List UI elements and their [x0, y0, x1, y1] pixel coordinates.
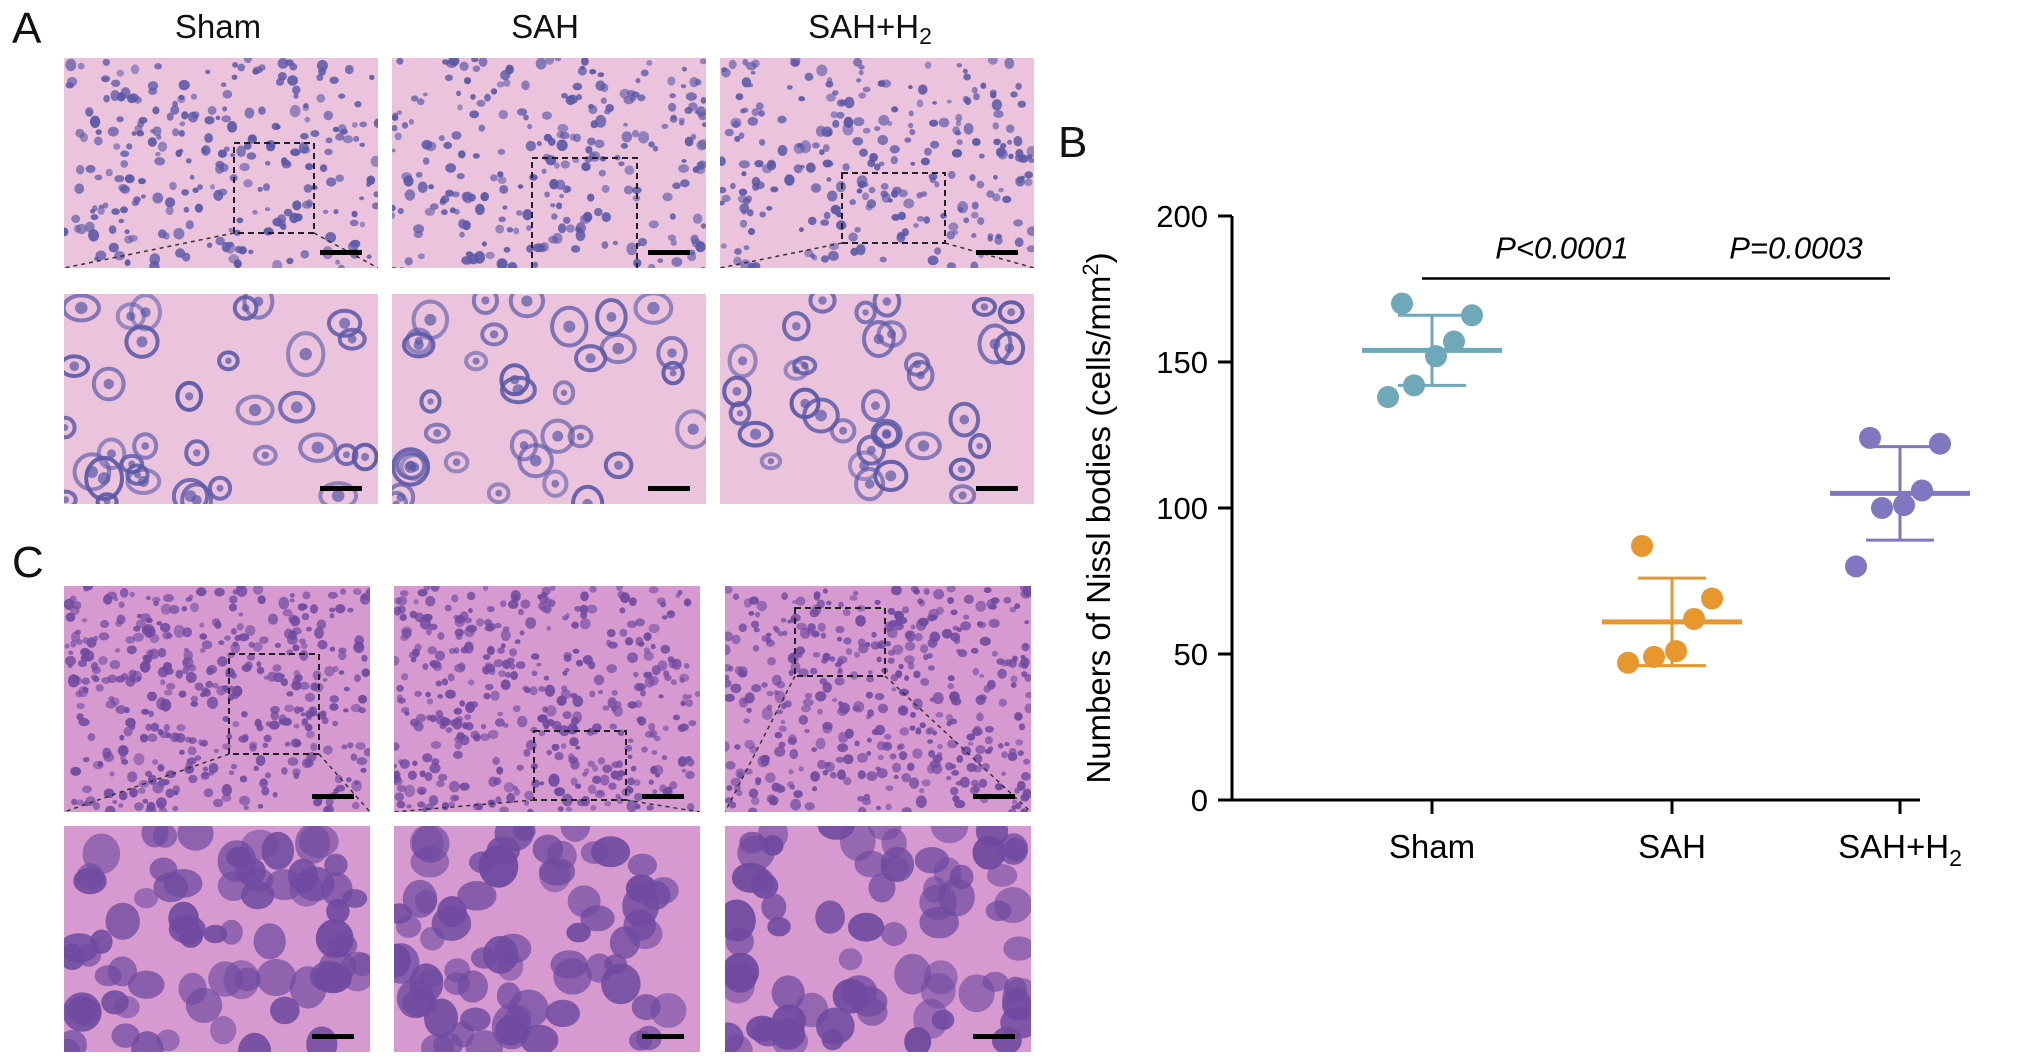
nissl-sham-overview	[64, 58, 378, 268]
data-point	[1701, 587, 1723, 610]
nissl-sah-h2-zoom	[720, 294, 1034, 504]
x-tick-label: Sham	[1389, 828, 1475, 865]
panel-letter-b: B	[1058, 118, 1088, 167]
column-label-sah-h2: SAH+H2	[808, 8, 932, 49]
data-point	[1683, 607, 1705, 630]
y-tick-label: 100	[1156, 491, 1208, 526]
data-point	[1893, 494, 1915, 517]
y-tick-label: 50	[1174, 637, 1208, 672]
data-point	[1665, 640, 1687, 663]
data-point	[1391, 292, 1413, 315]
he-sah-h2-zoom	[725, 826, 1031, 1052]
he-sah-overview	[394, 586, 700, 812]
x-tick-label: SAH	[1638, 828, 1706, 865]
scale-bar	[648, 250, 690, 255]
data-point	[1631, 534, 1653, 557]
he-sah-zoom	[394, 826, 700, 1052]
nissl-count-scatter-chart: 0 50 100 150 200 Numbers of Nissl bodies (cel…	[1078, 199, 1970, 871]
he-sham-zoom	[64, 826, 370, 1052]
p-value-label: P<0.0001	[1495, 231, 1629, 266]
panel-letter-a: A	[12, 4, 42, 53]
nissl-sah-overview	[392, 58, 706, 268]
data-point	[1461, 304, 1483, 327]
data-point	[1929, 432, 1951, 455]
he-sah-h2-overview	[725, 586, 1031, 812]
data-point	[1643, 645, 1665, 668]
column-label-sham: Sham	[174, 8, 262, 45]
scale-bar	[976, 250, 1018, 255]
data-point	[1859, 426, 1881, 449]
data-point	[1911, 479, 1933, 502]
scale-bar	[642, 794, 684, 799]
scale-bar	[320, 250, 362, 255]
scale-bar	[973, 794, 1015, 799]
data-point	[1617, 651, 1639, 674]
scale-bar	[642, 1034, 684, 1039]
y-axis-label: Numbers of Nissl bodies (cells/mm2)	[1078, 252, 1117, 783]
y-tick-label: 200	[1156, 199, 1208, 234]
nissl-sham-zoom	[64, 294, 378, 504]
data-point	[1845, 555, 1867, 578]
data-point	[1443, 330, 1465, 353]
column-label-sah: SAH	[511, 8, 579, 45]
he-sham-overview	[64, 586, 370, 812]
data-point	[1377, 386, 1399, 409]
data-point	[1871, 497, 1893, 519]
scale-bar	[976, 486, 1018, 491]
scale-bar	[320, 486, 362, 491]
nissl-sah-h2-overview	[720, 58, 1034, 268]
scale-bar	[973, 1034, 1015, 1039]
scale-bar	[312, 1034, 354, 1039]
y-tick-label: 0	[1191, 783, 1208, 818]
x-tick-label: SAH+H2	[1838, 828, 1962, 871]
y-tick-label: 150	[1156, 345, 1208, 380]
scale-bar	[312, 794, 354, 799]
scale-bar	[648, 486, 690, 491]
nissl-sah-zoom	[392, 294, 706, 504]
panel-letter-c: C	[12, 538, 44, 587]
p-value-label: P=0.0003	[1729, 231, 1863, 266]
